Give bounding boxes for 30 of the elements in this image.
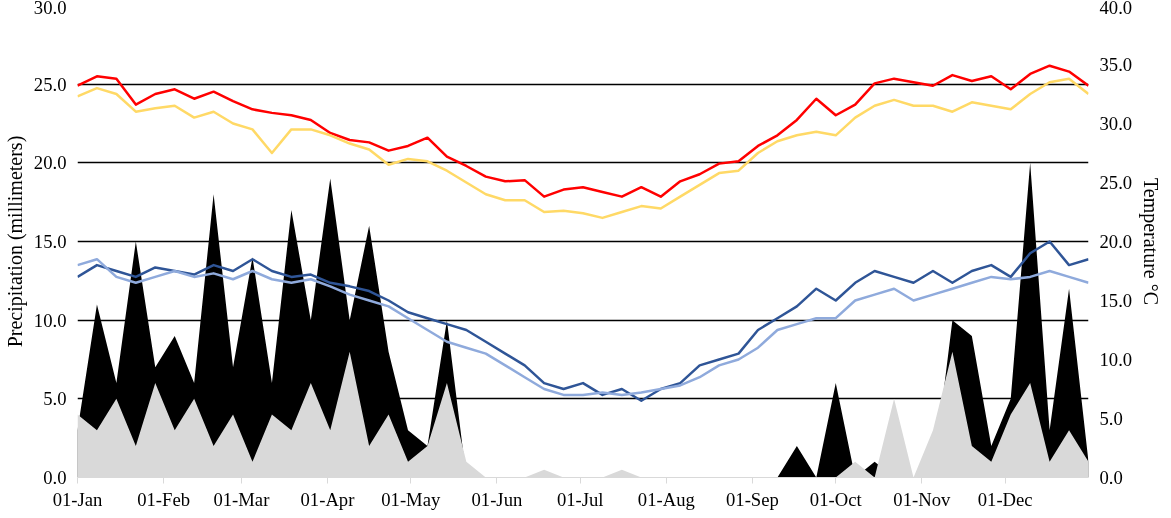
y2-tick-label: 35.0 — [1099, 54, 1133, 75]
y2-tick-label: 0.0 — [1099, 467, 1123, 488]
x-tick-label: 01-Jan — [52, 488, 104, 510]
x-tick-label: 01-Nov — [893, 488, 952, 510]
y2-tick-label: 5.0 — [1099, 408, 1123, 429]
y-tick-label: 10.0 — [33, 309, 67, 331]
y-tick-label: 15.0 — [33, 231, 67, 252]
y2-tick-label: 40.0 — [1099, 0, 1133, 18]
y-tick-label: 5.0 — [43, 388, 67, 410]
y-tick-label: 0.0 — [43, 467, 67, 488]
x-tick-label: 01-May — [381, 488, 441, 510]
y2-tick-label: 15.0 — [1099, 290, 1133, 311]
y-tick-label: 25.0 — [33, 73, 67, 95]
x-tick-label: 01-Oct — [809, 488, 863, 510]
y2-tick-label: 20.0 — [1099, 231, 1133, 252]
y2-tick-label: 30.0 — [1099, 113, 1133, 134]
y-tick-label: 20.0 — [33, 152, 67, 174]
y2-axis-title: Temperature °C — [1139, 177, 1163, 306]
x-tick-label: 01-Feb — [137, 488, 191, 510]
x-tick-label: 01-Aug — [637, 488, 695, 510]
y-axis-title: Precipitation (millimeters) — [3, 135, 27, 348]
y-tick-label: 30.0 — [33, 0, 67, 18]
x-tick-label: 01-Mar — [213, 488, 271, 510]
x-tick-label: 01-Apr — [300, 488, 356, 510]
y2-tick-label: 25.0 — [1099, 172, 1133, 193]
x-tick-label: 01-Jun — [471, 488, 523, 510]
x-tick-label: 01-Dec — [977, 488, 1033, 510]
y2-tick-label: 10.0 — [1099, 349, 1133, 370]
x-tick-label: 01-Sep — [726, 488, 779, 510]
x-tick-label: 01-Jul — [556, 488, 604, 510]
